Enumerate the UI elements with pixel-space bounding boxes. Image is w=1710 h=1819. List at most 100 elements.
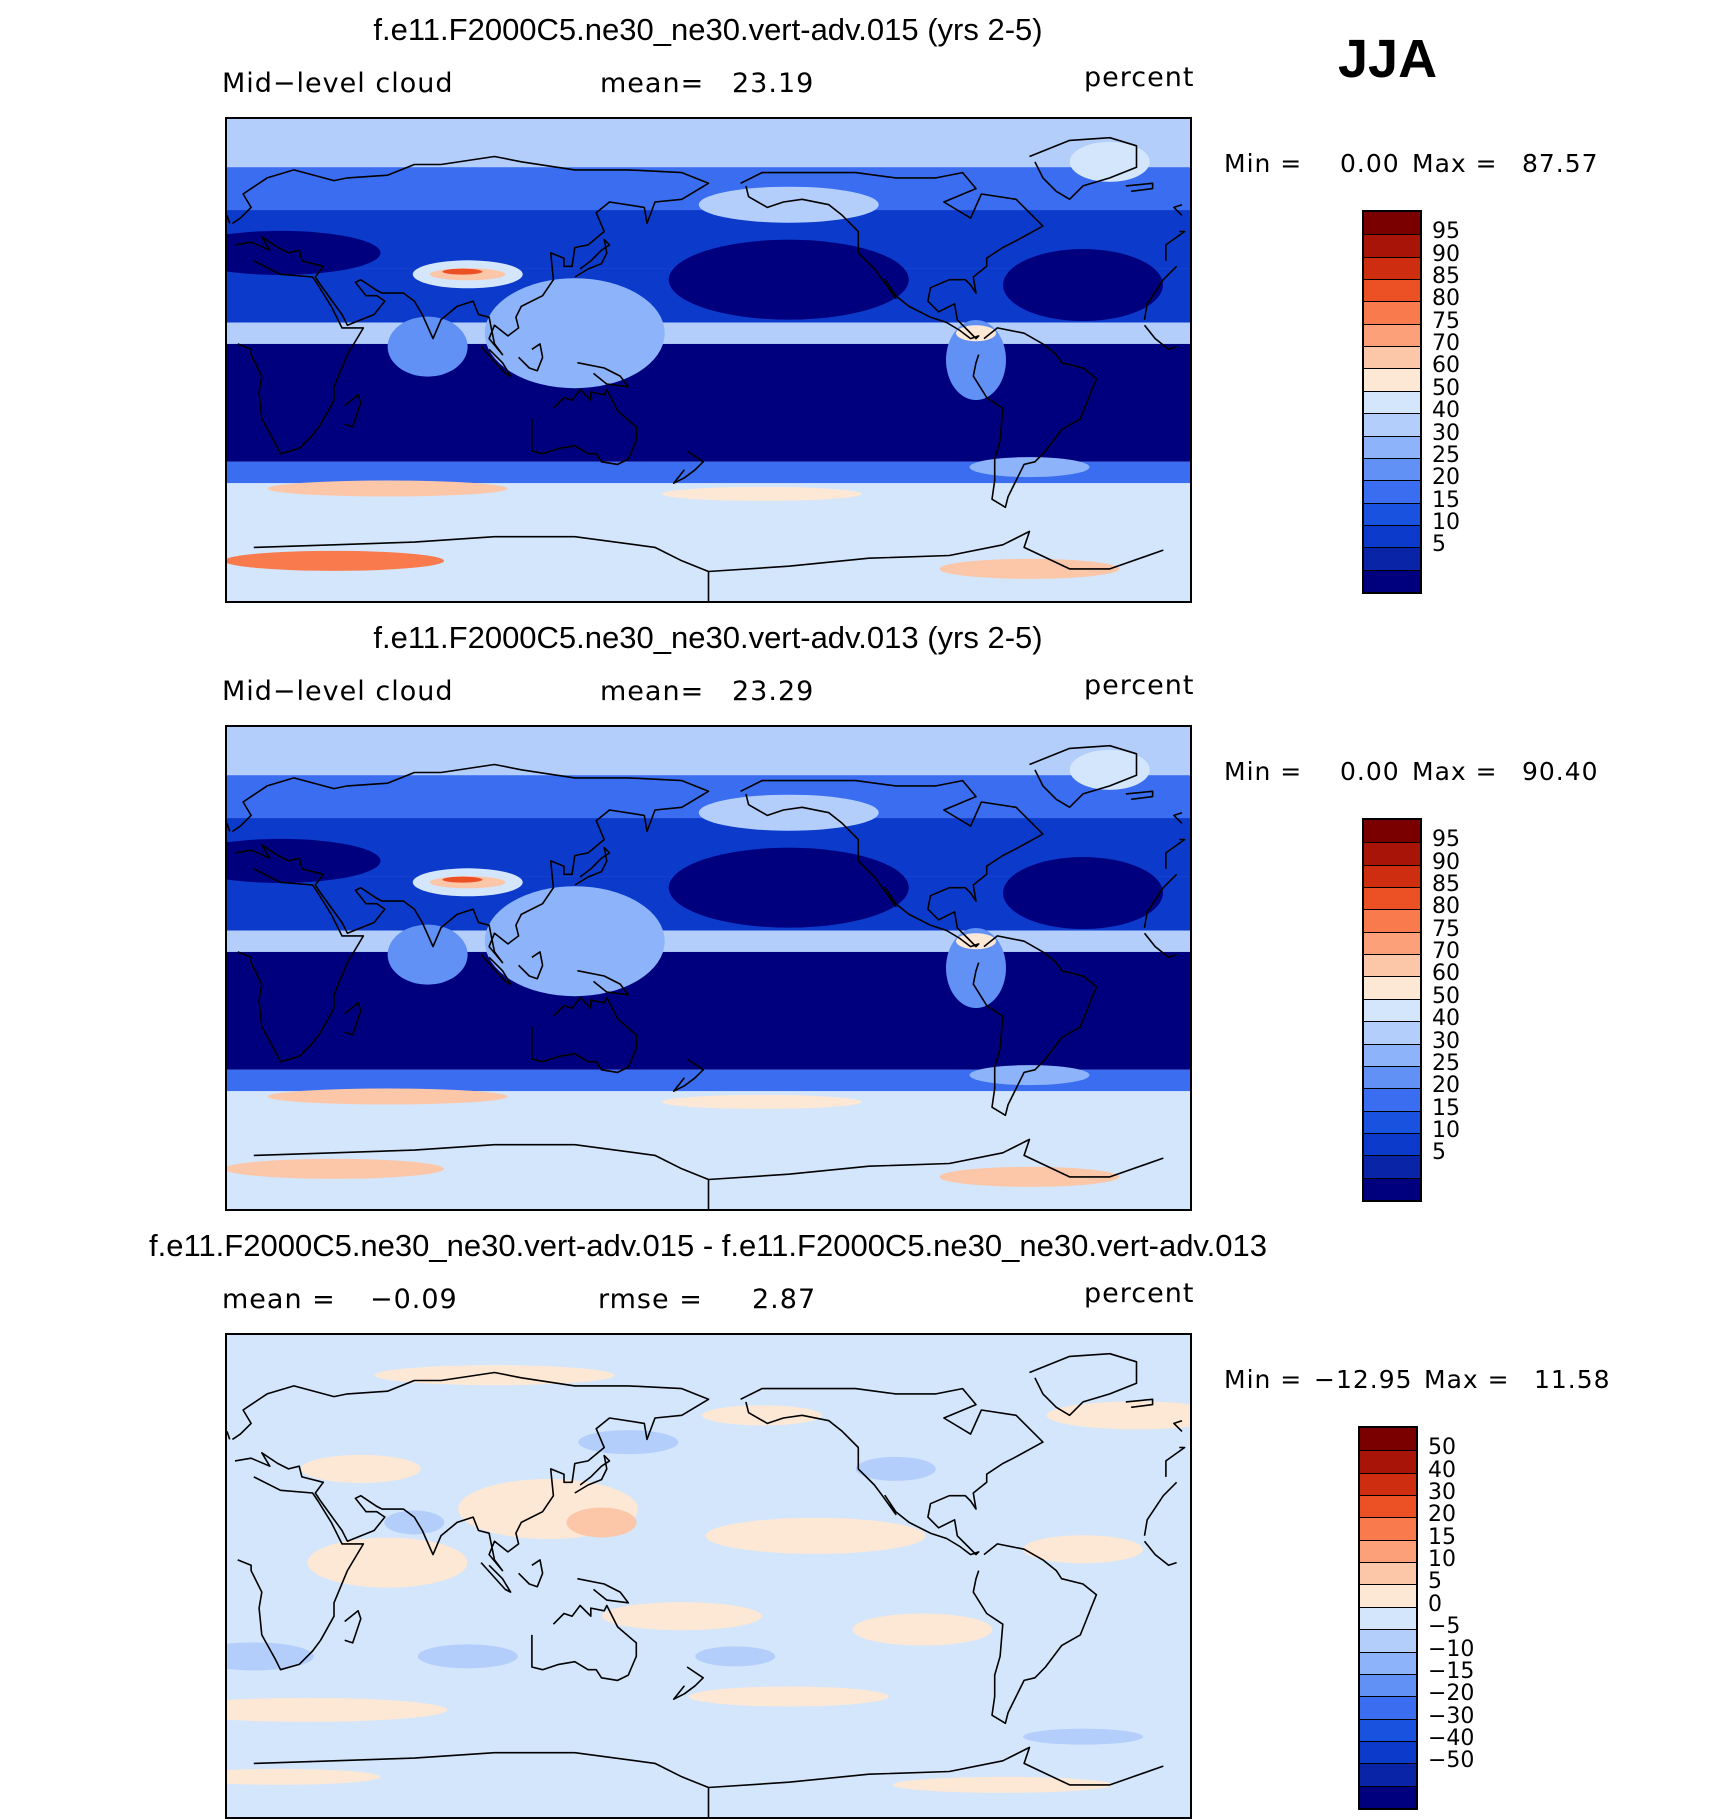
diff-anomaly-12 — [702, 1405, 822, 1426]
colorbar-swatch — [1360, 1495, 1416, 1518]
north-atlantic-high — [1003, 857, 1163, 930]
coastline-australia — [531, 996, 638, 1074]
andes-clouds — [946, 320, 1006, 400]
panel-2-max-value: 90.40 — [1522, 757, 1599, 786]
panel-3-colorbar — [1358, 1426, 1418, 1810]
panel-1-colorbar — [1362, 210, 1422, 594]
maritime-continent-clouds — [484, 886, 665, 997]
coastline-borneo — [518, 1559, 544, 1588]
colorbar-tick-label: 40 — [1428, 1457, 1456, 1483]
coastline-namerica — [740, 1387, 1044, 1556]
coastline-antarctica — [253, 1138, 1164, 1209]
coastline-iceland — [1125, 182, 1154, 193]
maritime-continent-clouds — [484, 278, 665, 389]
coastline-australia — [531, 1604, 638, 1682]
colorbar-swatch — [1364, 842, 1420, 865]
panel-2-mean-label: mean= — [600, 676, 705, 707]
colorbar-swatch — [1364, 502, 1420, 525]
colorbar-tick-label: 20 — [1432, 465, 1460, 491]
colorbar-tick-label: −5 — [1428, 1614, 1461, 1640]
coastline-nz — [672, 1666, 704, 1700]
diff-anomaly-18 — [1023, 1728, 1143, 1745]
colorbar-swatch — [1364, 435, 1420, 458]
colorbar-tick-label: 10 — [1428, 1547, 1456, 1573]
panel-3-mean-label: mean = — [222, 1284, 336, 1315]
colorbar-swatch — [1364, 1155, 1420, 1178]
colorbar-swatch — [1364, 887, 1420, 910]
colorbar-swatch — [1364, 864, 1420, 888]
panel-2-min-value: 0.00 — [1340, 757, 1400, 786]
southern-ocean-peak-a — [267, 480, 508, 497]
coastline-uk — [227, 203, 1183, 224]
colorbar-tick-label: 30 — [1428, 1480, 1456, 1506]
antarctic-peak-b — [939, 1166, 1120, 1187]
diff-anomaly-16 — [855, 1456, 936, 1481]
coastline-madagascar — [344, 1610, 362, 1644]
coastline-antarctica — [253, 1746, 1164, 1817]
colorbar-swatch — [1360, 1763, 1416, 1786]
coastline-borneo — [518, 951, 544, 980]
south-america-storm — [969, 457, 1090, 478]
colorbar-tick-label: 20 — [1432, 1073, 1460, 1099]
diff-anomaly-4 — [1046, 1401, 1190, 1430]
panel-3-mean-value: −0.09 — [370, 1284, 458, 1315]
colorbar-swatch — [1360, 1718, 1416, 1741]
diff-anomaly-10 — [892, 1776, 1113, 1793]
north-pacific-storm — [698, 186, 879, 223]
colorbar-swatch — [1360, 1673, 1416, 1697]
colorbar-swatch — [1360, 1472, 1416, 1496]
coastline-greenland — [1029, 136, 1138, 201]
colorbar-tick-label: −15 — [1428, 1658, 1475, 1684]
southern-subtropics-band — [227, 343, 1190, 462]
colorbar-swatch — [1360, 1539, 1416, 1563]
diff-anomaly-3 — [705, 1517, 926, 1554]
andes-clouds — [946, 928, 1006, 1008]
panel-3-max-value: 11.58 — [1534, 1365, 1611, 1394]
colorbar-swatch — [1360, 1450, 1416, 1473]
colorbar-swatch — [1364, 998, 1420, 1022]
coastline-newguinea — [577, 361, 630, 388]
colorbar-swatch — [1360, 1740, 1416, 1764]
diff-anomaly-5 — [601, 1602, 762, 1631]
colorbar-tick-label: 5 — [1428, 1569, 1442, 1595]
colorbar-tick-label: 5 — [1432, 532, 1446, 558]
coastline-nz — [672, 1058, 704, 1092]
diff-anomaly-21 — [384, 1510, 445, 1535]
diff-anomaly-8 — [688, 1686, 889, 1707]
southern-ocean-peak-b — [662, 1094, 862, 1109]
coastline-namerica — [740, 779, 1044, 948]
colorbar-swatch — [1360, 1651, 1416, 1674]
colorbar-swatch — [1364, 1065, 1420, 1089]
colorbar-tick-label: 15 — [1432, 487, 1460, 513]
colorbar-tick-label: 30 — [1432, 1028, 1460, 1054]
colorbar-tick-label: 90 — [1432, 849, 1460, 875]
coastline-sumatra — [480, 346, 512, 377]
colorbar-swatch — [1364, 954, 1420, 977]
coastline-newguinea — [577, 969, 630, 996]
map-svg-2 — [227, 727, 1190, 1209]
coastline-antarctica — [253, 530, 1164, 601]
colorbar-swatch — [1364, 1088, 1420, 1111]
diff-anomaly-7 — [227, 1697, 448, 1722]
north-pacific-high — [668, 239, 909, 320]
coastline-uk — [227, 811, 1183, 832]
panel-1-min-value: 0.00 — [1340, 149, 1400, 178]
panel-1-units: percent — [1084, 62, 1195, 93]
southern-storm-track-band — [227, 461, 1190, 484]
indian-ocean-clouds — [387, 924, 468, 985]
panel-1-mean-value: 23.19 — [732, 68, 815, 99]
panel-3-rmse-value: 2.87 — [752, 1284, 817, 1315]
colorbar-swatch — [1360, 1428, 1416, 1451]
arctic-band — [227, 727, 1190, 776]
panel-1-title: f.e11.F2000C5.ne30_ne30.vert-adv.015 (yr… — [373, 12, 1043, 47]
coastline-namerica — [740, 171, 1044, 340]
mediterranean-dry — [227, 838, 381, 883]
colorbar-tick-label: 80 — [1432, 894, 1460, 920]
greenland-cloud — [1069, 141, 1150, 182]
diff-anomaly-13 — [300, 1454, 421, 1483]
north-pacific-high — [668, 847, 909, 928]
colorbar-tick-label: −10 — [1428, 1636, 1475, 1662]
colorbar-swatch — [1360, 1629, 1416, 1652]
colorbar-swatch — [1360, 1785, 1416, 1808]
colorbar-tick-label: 75 — [1432, 308, 1460, 334]
